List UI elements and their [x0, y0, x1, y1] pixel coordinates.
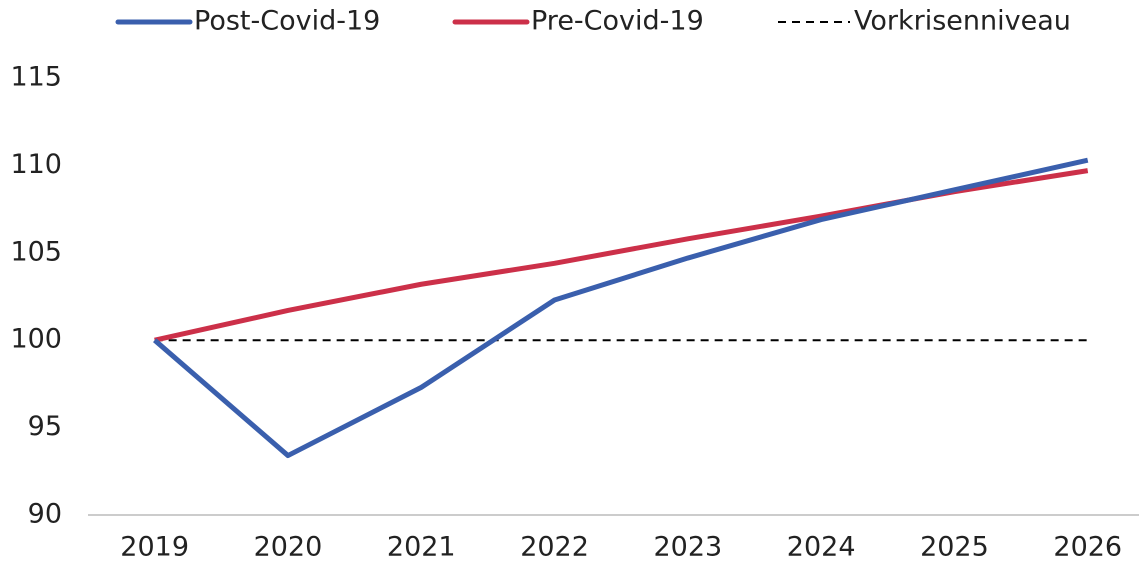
- series-line: [154, 168, 1089, 343]
- legend-label: Post-Covid-19: [194, 6, 380, 37]
- y-tick-label: 105: [10, 236, 62, 267]
- y-tick-label: 115: [10, 62, 62, 93]
- y-tick-label: 90: [28, 499, 62, 530]
- x-tick-label: 2020: [254, 532, 323, 563]
- y-tick-label: 100: [10, 324, 62, 355]
- legend-label: Pre-Covid-19: [531, 6, 704, 37]
- x-tick-label: 2025: [920, 532, 989, 563]
- y-tick-label: 110: [10, 149, 62, 180]
- y-tick-label: 95: [28, 411, 62, 442]
- x-tick-label: 2022: [520, 532, 589, 563]
- x-tick-label: 2019: [120, 532, 189, 563]
- x-tick-label: 2021: [387, 532, 456, 563]
- x-tick-label: 2024: [787, 532, 856, 563]
- x-tick-label: 2023: [653, 532, 722, 563]
- series-line: [153, 157, 1089, 459]
- x-tick-label: 2026: [1053, 532, 1122, 563]
- legend-label: Vorkrisenniveau: [854, 6, 1071, 37]
